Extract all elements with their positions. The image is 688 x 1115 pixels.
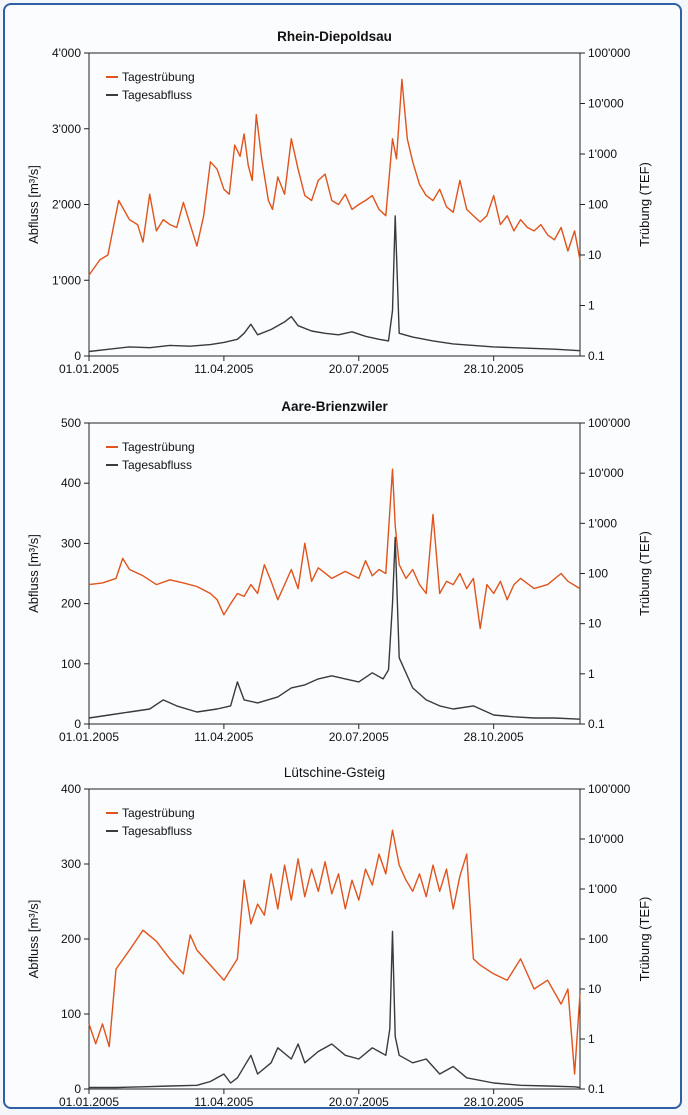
right-tick-label: 10'000 xyxy=(588,466,624,480)
left-tick-label: 1'000 xyxy=(52,273,81,287)
left-tick-label: 2'000 xyxy=(52,198,81,212)
left-tick-label: 4'000 xyxy=(52,46,81,60)
legend-entry: Tagestrübung xyxy=(122,806,195,820)
left-tick-label: 0 xyxy=(74,1082,81,1096)
right-tick-label: 0.1 xyxy=(588,717,605,731)
right-tick-label: 10 xyxy=(588,248,602,262)
left-tick-label: 200 xyxy=(61,932,81,946)
legend-entry: Tagestrübung xyxy=(122,440,195,454)
x-tick-label: 01.01.2005 xyxy=(59,1095,119,1109)
series-line-turbidity xyxy=(88,829,581,1075)
right-tick-label: 10'000 xyxy=(588,97,624,111)
x-tick-label: 28.10.2005 xyxy=(464,730,524,744)
legend-entry: Tagestrübung xyxy=(122,70,195,84)
left-tick-label: 100 xyxy=(61,657,81,671)
left-tick-label: 100 xyxy=(61,1007,81,1021)
right-tick-label: 100 xyxy=(588,567,608,581)
x-tick-label: 28.10.2005 xyxy=(464,1095,524,1109)
legend-entry: Tagesabfluss xyxy=(122,88,192,102)
right-tick-label: 0.1 xyxy=(588,349,605,363)
chart-title: Rhein-Diepoldsau xyxy=(277,29,392,44)
x-tick-label: 28.10.2005 xyxy=(464,362,524,376)
right-tick-label: 1 xyxy=(588,1032,595,1046)
left-tick-label: 200 xyxy=(61,597,81,611)
chart-title: Lütschine-Gsteig xyxy=(284,765,385,780)
x-tick-label: 11.04.2005 xyxy=(194,1095,253,1109)
series-line-turbidity xyxy=(88,468,581,630)
x-tick-label: 11.04.2005 xyxy=(194,730,253,744)
series-line-discharge xyxy=(88,536,581,720)
right-tick-label: 10'000 xyxy=(588,832,624,846)
x-tick-label: 01.01.2005 xyxy=(59,730,119,744)
x-tick-label: 20.07.2005 xyxy=(329,1095,389,1109)
right-tick-label: 100'000 xyxy=(588,46,631,60)
right-tick-label: 1'000 xyxy=(588,882,617,896)
left-tick-label: 300 xyxy=(61,536,81,550)
x-tick-label: 20.07.2005 xyxy=(329,730,389,744)
left-tick-label: 0 xyxy=(74,717,81,731)
x-tick-label: 01.01.2005 xyxy=(59,362,119,376)
legend-entry: Tagesabfluss xyxy=(122,824,192,838)
series-line-discharge xyxy=(89,930,581,1089)
right-tick-label: 0.1 xyxy=(588,1082,605,1096)
right-tick-label: 1 xyxy=(588,667,595,681)
right-tick-label: 10 xyxy=(588,982,602,996)
left-tick-label: 300 xyxy=(61,857,81,871)
y-axis-label-left: Abfluss [m³/s] xyxy=(26,534,41,613)
left-tick-label: 500 xyxy=(61,416,81,430)
right-tick-label: 100'000 xyxy=(588,782,631,796)
y-axis-label-right: Trübung (TEF) xyxy=(637,897,652,982)
right-tick-label: 100'000 xyxy=(588,416,631,430)
chart-title: Aare-Brienzwiler xyxy=(281,399,388,414)
right-tick-label: 1'000 xyxy=(588,147,617,161)
right-tick-label: 100 xyxy=(588,932,608,946)
x-tick-label: 11.04.2005 xyxy=(194,362,253,376)
y-axis-label-right: Trübung (TEF) xyxy=(637,162,652,247)
left-tick-label: 3'000 xyxy=(52,122,81,136)
legend-entry: Tagesabfluss xyxy=(122,458,192,472)
y-axis-label-left: Abfluss [m³/s] xyxy=(26,165,41,244)
y-axis-label-right: Trübung (TEF) xyxy=(637,531,652,616)
left-tick-label: 0 xyxy=(74,349,81,363)
left-tick-label: 400 xyxy=(61,782,81,796)
right-tick-label: 1 xyxy=(588,299,595,313)
series-line-turbidity xyxy=(88,78,581,276)
right-tick-label: 10 xyxy=(588,617,602,631)
series-line-discharge xyxy=(88,215,581,353)
figure-frame xyxy=(3,3,682,1109)
left-tick-label: 400 xyxy=(61,476,81,490)
right-tick-label: 1'000 xyxy=(588,516,617,530)
y-axis-label-left: Abfluss [m³/s] xyxy=(26,900,41,979)
right-tick-label: 100 xyxy=(588,198,608,212)
x-tick-label: 20.07.2005 xyxy=(329,362,389,376)
